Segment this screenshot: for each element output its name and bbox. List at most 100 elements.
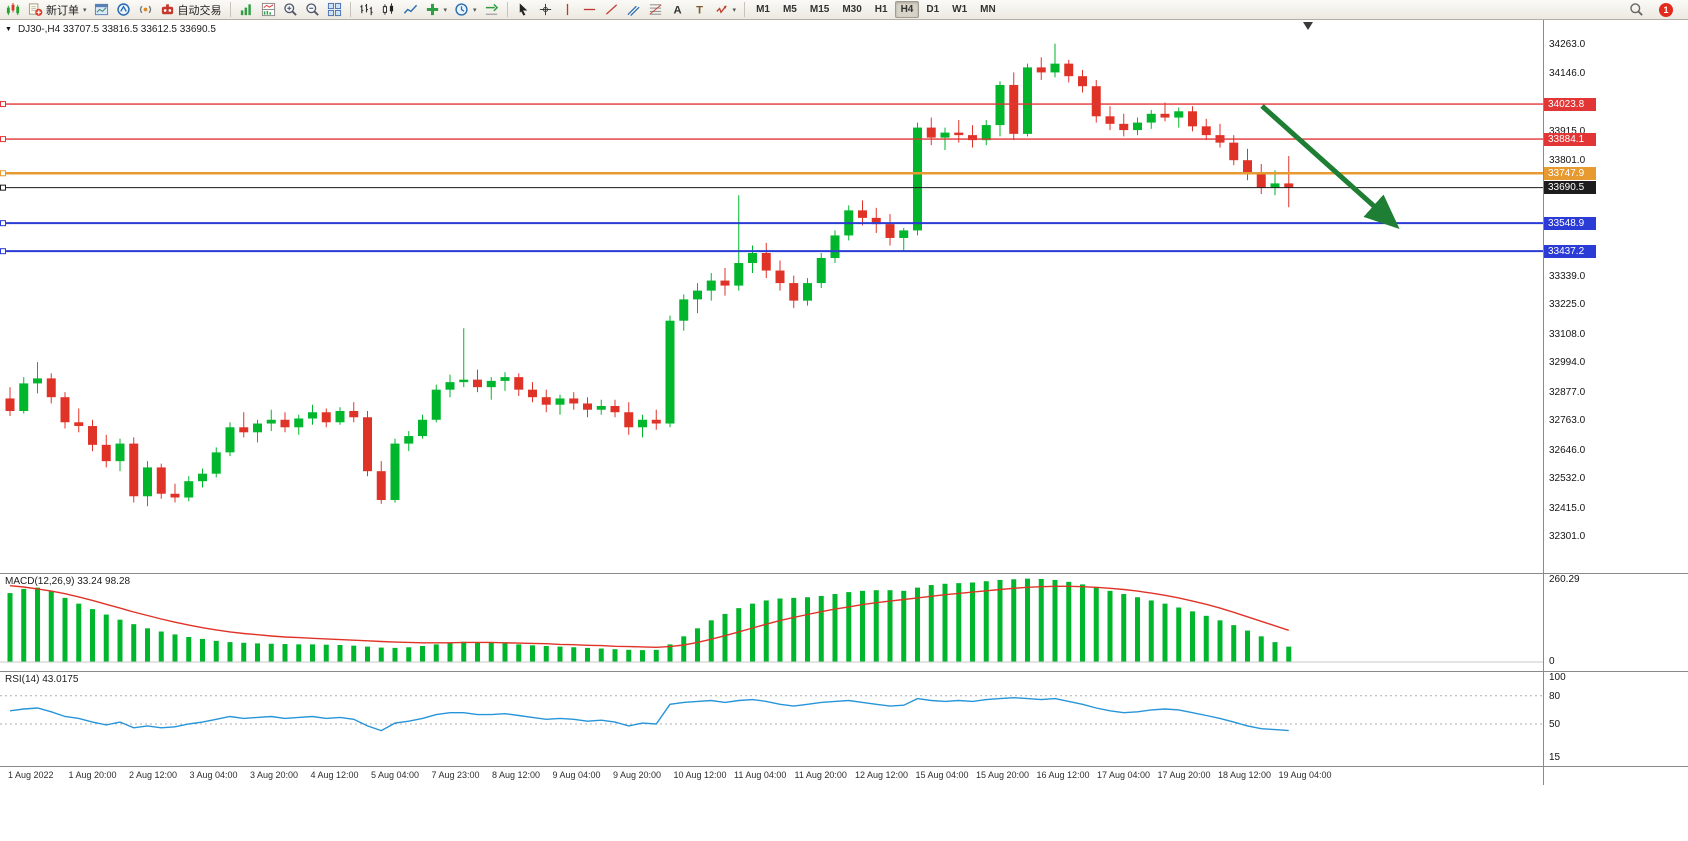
text-icon: A [670,2,685,17]
main-chart-canvas[interactable] [0,20,1543,573]
period-menu-icon[interactable]: ▾ [451,1,480,19]
toolbar-separator [229,2,231,17]
cursor-icon[interactable] [513,1,534,19]
line-chart-icon [403,2,418,17]
notification-badge[interactable]: 1 [1659,2,1673,17]
trendline-icon[interactable] [601,1,622,19]
profiles-icon[interactable] [91,1,112,19]
rsi-tick-label: 50 [1549,719,1561,730]
candlestick-chart-icon [381,2,396,17]
symbol-chart-icon[interactable] [3,1,24,19]
indicators-icon[interactable] [236,1,257,19]
time-axis[interactable]: 1 Aug 2022 1 Aug 20:00 2 Aug 12:00 3 Aug 04… [0,767,1543,785]
timeframe-mn[interactable]: MN [974,1,1002,18]
timeframe-d1[interactable]: D1 [920,1,945,18]
candlestick-chart-icon[interactable] [378,1,399,19]
auto-trading-button-icon [160,2,175,17]
timeframe-d1-label: D1 [926,4,940,15]
timeframe-m30[interactable]: M30 [836,1,867,18]
time-label: 3 Aug 04:00 [189,770,238,780]
zoom-out-icon[interactable] [302,1,323,19]
price-axis[interactable]: 34263.0 34146.0 33915.0 33801.0 33339.0 33225… [1543,20,1688,574]
signals-icon[interactable] [135,1,156,19]
price-tick-label: 32646.0 [1549,444,1586,456]
bar-chart-icon[interactable] [356,1,377,19]
horizontal-line-icon [582,2,597,17]
indicators-icon [239,2,254,17]
timeframe-m5-label: M5 [782,4,797,15]
empty-footer [0,785,1688,841]
svg-text:T: T [696,5,703,17]
dropdown-arrow-icon[interactable]: ▾ [83,6,87,14]
price-level-label: 33747.9 [1544,166,1596,180]
bar-chart-icon [359,2,374,17]
price-level-label: 33884.1 [1544,132,1596,146]
trend-arrow-object[interactable] [1260,104,1400,229]
price-tick-label: 32301.0 [1549,531,1586,543]
auto-trading-button-label: 自动交易 [177,4,222,17]
chart-shift-marker-icon[interactable] [1303,22,1313,30]
macd-tick-label: 0 [1549,656,1555,667]
rsi-panel[interactable]: RSI(14) 43.0175 [0,672,1543,767]
zoom-in-icon[interactable] [280,1,301,19]
line-anchor-icon[interactable] [0,184,6,191]
vertical-line-icon[interactable] [557,1,578,19]
fibonacci-icon[interactable] [645,1,666,19]
text-icon[interactable]: A [667,1,688,19]
time-label: 1 Aug 20:00 [68,770,117,780]
timeframe-m1[interactable]: M1 [750,1,776,18]
dropdown-arrow-icon[interactable]: ▾ [443,6,448,14]
crosshair-icon[interactable] [535,1,556,19]
timeframe-h1[interactable]: H1 [869,1,894,18]
new-order-button[interactable]: 新订单 ▾ [25,1,90,19]
time-label: 15 Aug 20:00 [976,770,1030,780]
time-label: 11 Aug 20:00 [794,770,847,780]
timeframe-w1[interactable]: W1 [946,1,973,18]
timeframe-m15[interactable]: M15 [804,1,835,18]
line-anchor-icon[interactable] [0,170,6,177]
market-watch-icon[interactable] [113,1,134,19]
macd-axis: 260.29 0 [1543,574,1688,672]
signals-icon [138,2,153,17]
time-label: 10 Aug 12:00 [673,770,727,780]
horizontal-line-icon[interactable] [579,1,600,19]
line-chart-icon[interactable] [400,1,421,19]
timeframe-m30-label: M30 [842,4,862,15]
price-chart-panel[interactable]: ▼ DJ30-,H4 33707.5 33816.5 33612.5 33690… [0,20,1543,574]
price-tick-label: 33915.0 [1549,126,1585,137]
price-tick-label: 32994.0 [1549,357,1586,369]
chart-dropdown-icon[interactable]: ▼ [5,26,12,33]
chart-shift-icon[interactable] [481,1,502,19]
line-anchor-icon[interactable] [0,248,6,255]
chart-ohlc-text: DJ30-,H4 33707.5 33816.5 33612.5 33690.5 [17,24,216,35]
indicator-window-icon [261,2,276,17]
tile-windows-icon[interactable] [324,1,345,19]
timeframe-h4[interactable]: H4 [894,1,920,18]
arrows-icon[interactable]: ▾ [711,1,740,19]
macd-panel[interactable]: MACD(12,26,9) 33.24 98.28 [0,574,1543,672]
add-indicator-icon[interactable]: ▾ [422,1,451,19]
auto-trading-button[interactable]: 自动交易 [157,1,225,19]
indicator-window-icon[interactable] [258,1,279,19]
time-label: 1 Aug 2022 [8,770,54,780]
search-icon[interactable] [1626,1,1647,19]
time-label: 17 Aug 20:00 [1157,770,1211,780]
text-label-icon[interactable]: T [689,1,710,19]
dropdown-arrow-icon[interactable]: ▾ [732,6,737,14]
timeframe-m5[interactable]: M5 [777,1,803,18]
time-label: 11 Aug 04:00 [734,770,787,780]
svg-text:A: A [673,5,681,17]
line-anchor-icon[interactable] [0,220,6,227]
line-anchor-icon[interactable] [0,101,6,108]
macd-signal-line [9,585,1289,649]
zoom-in-icon [283,2,298,17]
timeframe-mn-label: MN [980,4,996,15]
price-level-label: 33548.9 [1544,216,1596,230]
tile-windows-icon [327,2,342,17]
toolbar-separator [506,2,508,17]
channel-icon[interactable] [623,1,644,19]
line-anchor-icon[interactable] [0,136,6,143]
dropdown-arrow-icon[interactable]: ▾ [473,6,477,14]
price-tick-label: 34146.0 [1549,68,1586,80]
